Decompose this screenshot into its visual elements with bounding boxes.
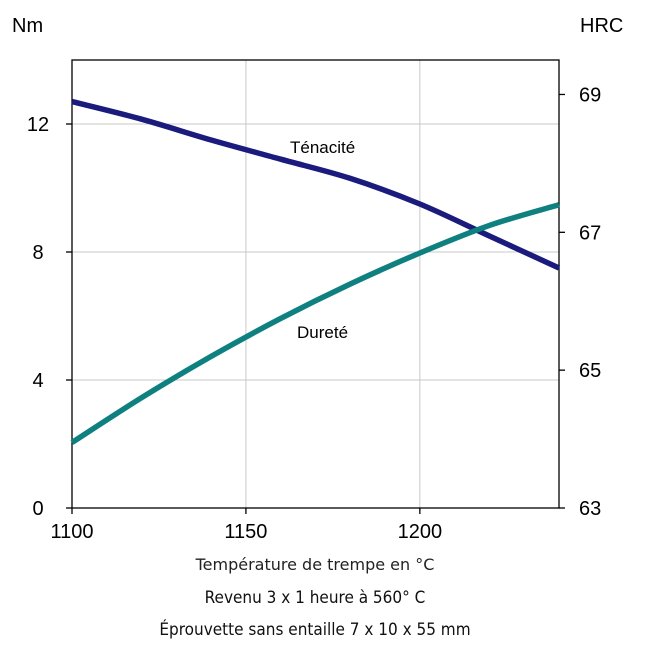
series-lines: [70, 98, 561, 445]
y-left-tick-label-4: 4: [32, 370, 43, 392]
x-tick-label-1150: 1150: [224, 521, 267, 543]
x-tick-label-1100: 1100: [50, 521, 93, 543]
note-revenu: Revenu 3 x 1 heure à 560° C: [205, 588, 426, 608]
tick-marks: [66, 93, 565, 514]
note-eprouvette: Éprouvette sans entaille 7 x 10 x 55 mm: [159, 618, 470, 640]
series-line-durete: [70, 202, 560, 445]
y-right-tick-label-63: 63: [579, 498, 601, 520]
grid-lines: [72, 60, 559, 508]
series-line-tenacite: [71, 98, 561, 271]
tick-labels: 1100 1150 1200 0 4 8 12 63 65 67 69: [27, 84, 601, 543]
x-axis-label: Température de trempe en °C: [195, 555, 435, 574]
y-right-unit-label: HRC: [580, 15, 623, 37]
y-left-unit-label: Nm: [12, 15, 43, 37]
y-right-tick-label-65: 65: [579, 360, 601, 382]
y-right-tick-label-69: 69: [579, 84, 601, 106]
series-label-tenacite: Ténacité: [290, 138, 355, 157]
y-left-tick-label-0: 0: [32, 498, 43, 520]
plot-frame: [71, 59, 560, 509]
x-tick-label-1200: 1200: [398, 521, 443, 543]
y-left-tick-label-8: 8: [32, 242, 43, 264]
y-left-tick-label-12: 12: [27, 114, 49, 136]
series-label-durete: Dureté: [297, 323, 348, 342]
y-right-tick-label-67: 67: [579, 222, 601, 244]
